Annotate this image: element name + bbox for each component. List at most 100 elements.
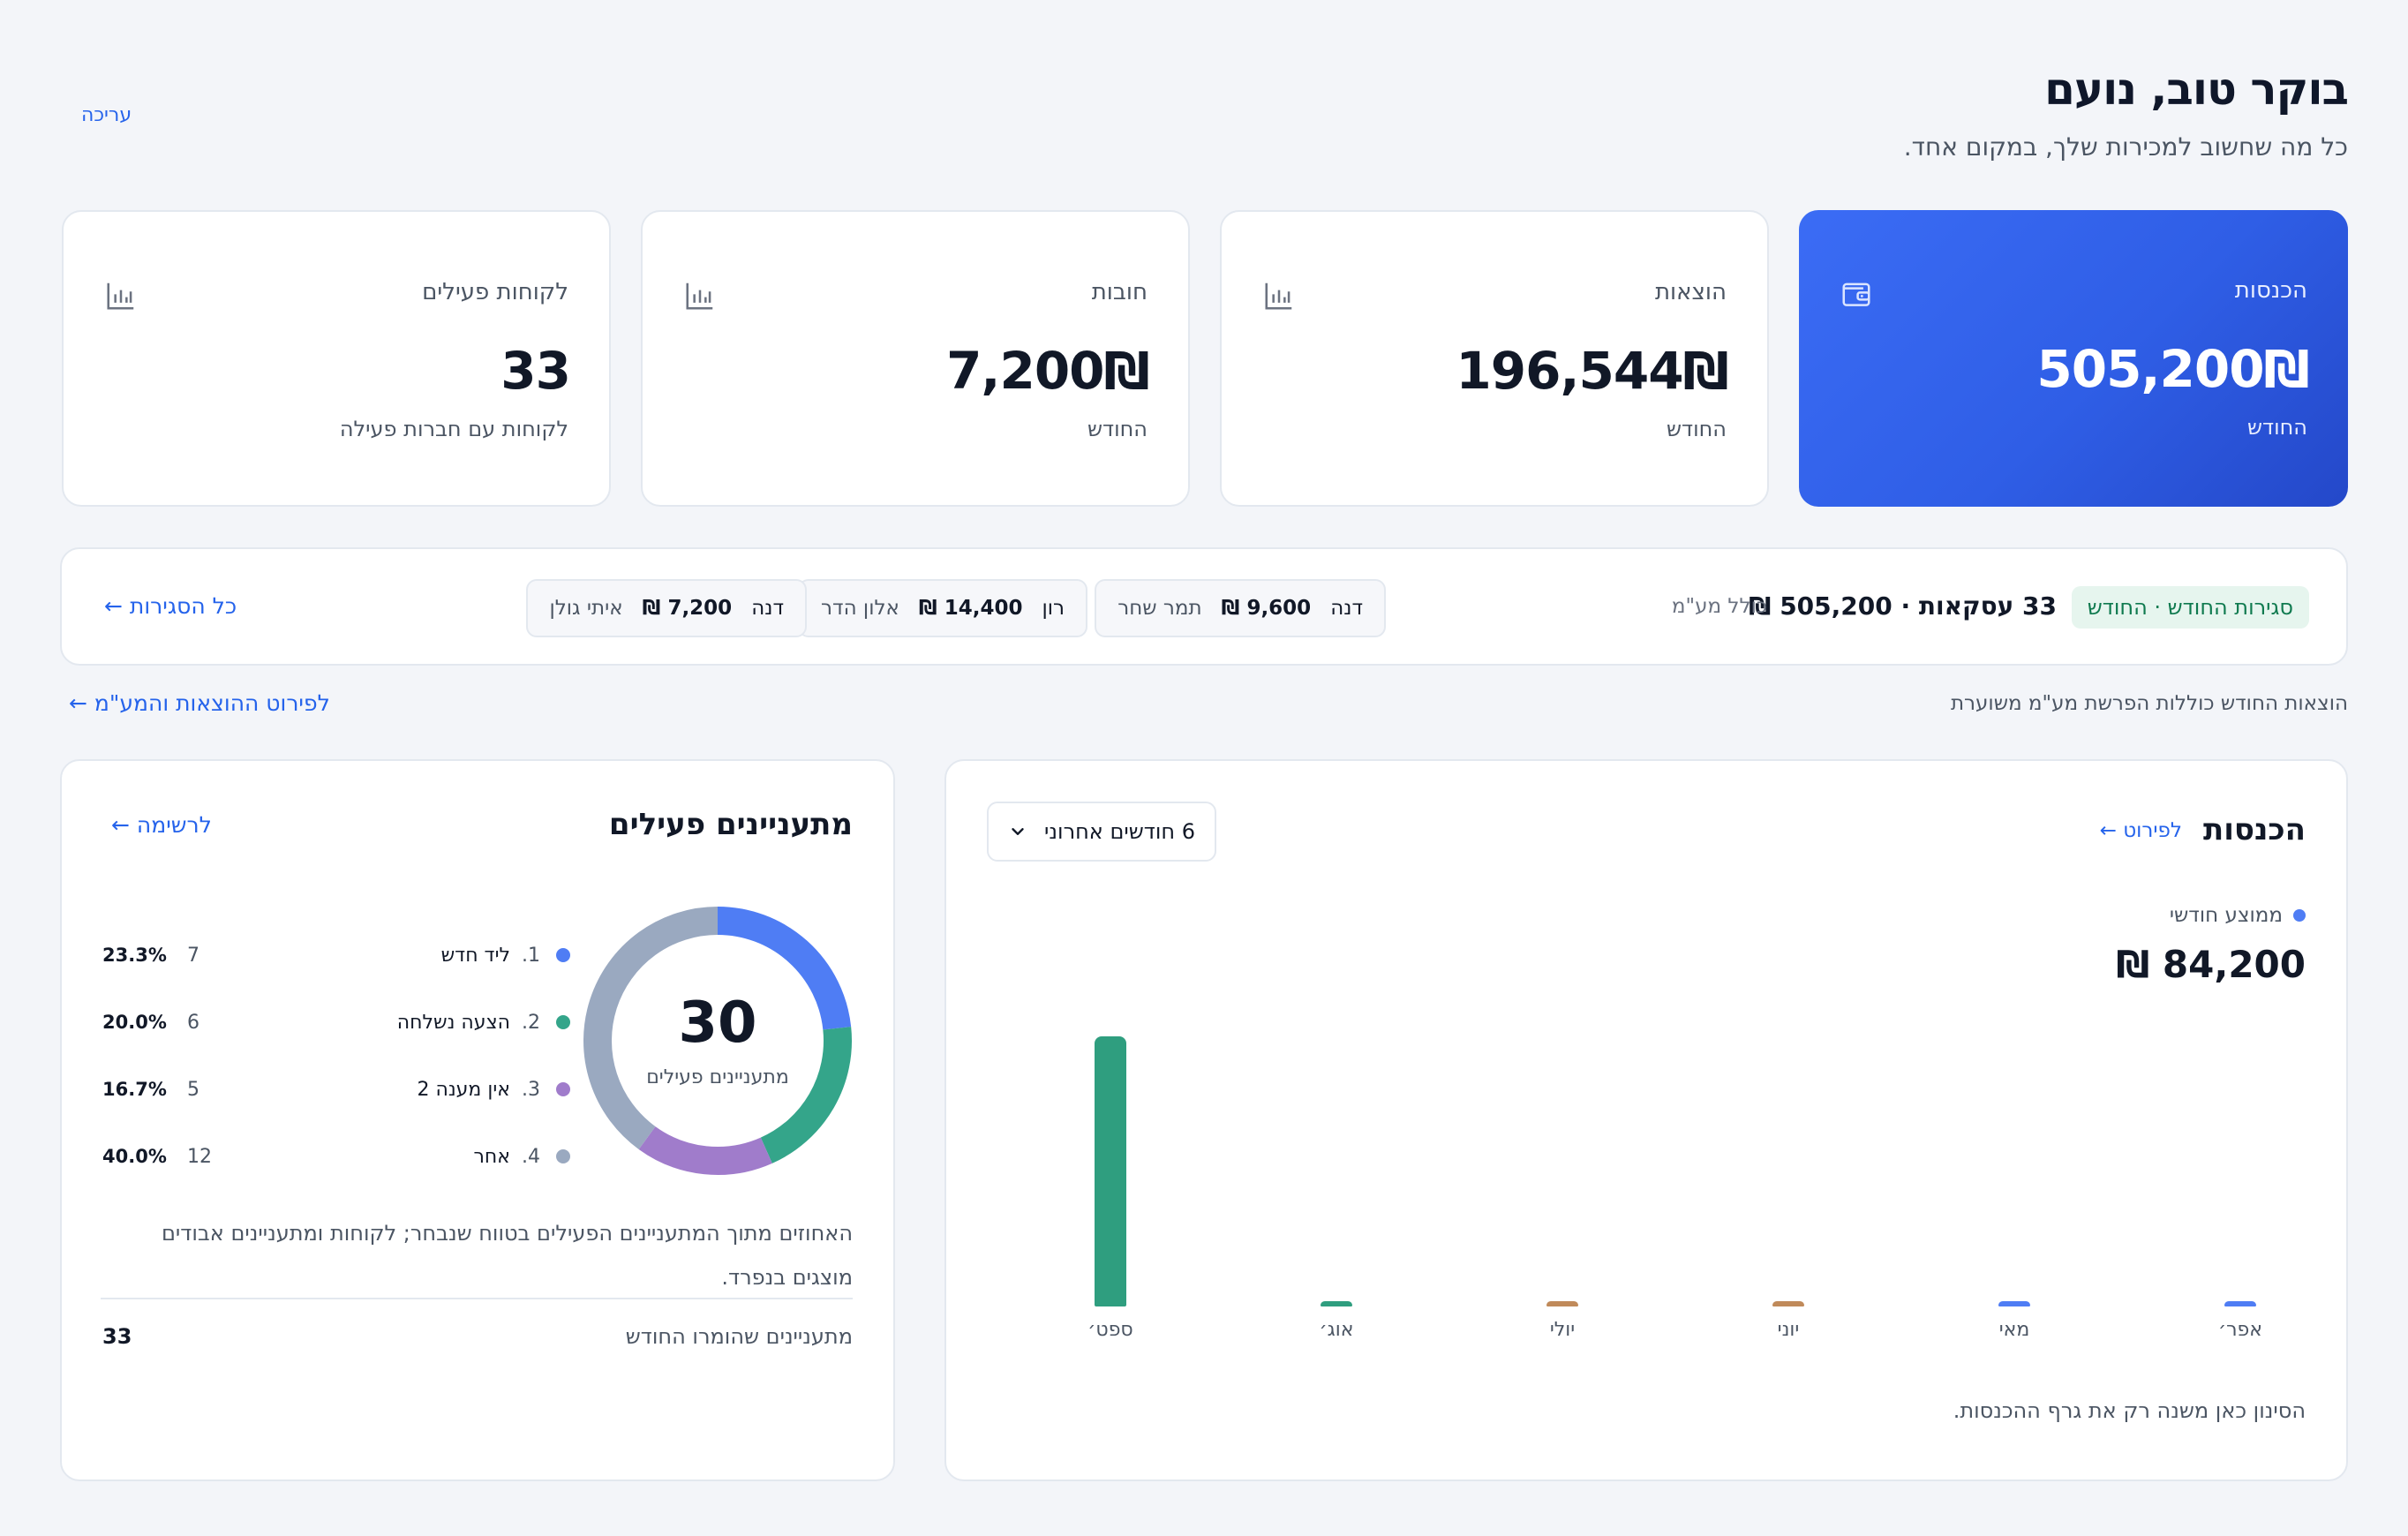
closing-chip[interactable]: דנה 7,200 ₪ איתי גולן (526, 579, 807, 637)
revenue-bar[interactable] (1095, 1036, 1126, 1306)
closings-badge: סגירות החודש · החודש (2071, 586, 2309, 629)
chip-client: תמר שחר (1117, 597, 1202, 620)
closings-vat-note: כולל מע"מ (1671, 595, 1767, 618)
donut-segment[interactable] (583, 907, 719, 1149)
legend-name: אין מענה 2 (417, 1078, 510, 1101)
bar-label: מאי (1998, 1319, 2030, 1341)
legend-index: 4. (522, 1145, 540, 1168)
chip-amount: 9,600 ₪ (1221, 597, 1312, 620)
chip-amount: 14,400 ₪ (918, 597, 1023, 620)
revenue-footnote: הסינון כאן משנה רק את גרף ההכנסות. (1953, 1398, 2306, 1423)
revenue-bar[interactable] (1772, 1301, 1804, 1306)
leads-list-link[interactable]: לרשימה ← (111, 812, 212, 838)
leads-description: האחוזים מתוך המתעניינים הפעילים בטווח שנ… (161, 1221, 853, 1290)
wallet-icon (1842, 282, 1870, 306)
legend-name: אחר (473, 1145, 511, 1168)
stat-label: חובות (1091, 279, 1148, 305)
donut-total: 30 (678, 990, 757, 1056)
revenue-bar[interactable] (2224, 1301, 2256, 1306)
bar-chart-icon (686, 282, 713, 310)
stat-card-revenue[interactable]: הכנסות 505,200₪ החודש (1799, 210, 2348, 507)
all-closings-link[interactable]: כל הסגירות ← (104, 593, 237, 619)
donut-segment[interactable] (717, 907, 852, 1030)
legend-dot (556, 1082, 570, 1096)
bar-chart-icon (1265, 282, 1292, 310)
revenue-bar[interactable] (1998, 1301, 2030, 1306)
legend-index: 1. (522, 944, 540, 967)
revenue-detail-link[interactable]: לפירוט ← (2099, 819, 2182, 842)
bar-label: יולי (1549, 1319, 1576, 1341)
range-select-value: 6 חודשים אחרוני (1044, 819, 1195, 844)
bar-label: ספט׳ (1087, 1319, 1133, 1341)
chip-agent: דנה (1330, 597, 1363, 620)
legend-name: הצעה נשלחה (396, 1011, 510, 1034)
divider (101, 1298, 853, 1299)
donut-segment[interactable] (760, 1027, 852, 1163)
legend-percent: 20.0% (102, 1012, 167, 1033)
converted-label: מתעניינים שהומרו החודש (625, 1324, 853, 1349)
page-title: בוקר טוב, נועם (2044, 64, 2349, 115)
avg-value: 84,200 ₪ (2116, 943, 2306, 986)
leads-donut-chart (583, 907, 852, 1175)
legend-percent: 16.7% (102, 1079, 167, 1100)
stat-value: 7,200₪ (946, 341, 1150, 401)
bar-label: אוג׳ (1319, 1319, 1354, 1341)
legend-percent: 23.3% (102, 945, 167, 966)
legend-index: 2. (522, 1011, 540, 1034)
leads-panel: מתעניינים פעילים לרשימה ← 30 מתעניינים פ… (60, 759, 895, 1481)
chip-client: איתי גולן (549, 597, 623, 620)
expense-note: הוצאות החודש כוללות הפרשת מע"מ משוערת (1950, 692, 2348, 715)
closing-chip[interactable]: דנה 9,600 ₪ תמר שחר (1095, 579, 1386, 637)
legend-dot (556, 1149, 570, 1163)
edit-link[interactable]: עריכה (81, 104, 132, 126)
avg-label: ממוצע חודשי (2170, 904, 2306, 927)
legend-dot (2293, 909, 2306, 922)
bar-chart-icon (107, 282, 134, 310)
stat-value: 196,544₪ (1456, 341, 1729, 401)
legend-count: 6 (187, 1011, 199, 1034)
stat-label: הכנסות (2234, 277, 2307, 304)
converted-value: 33 (102, 1324, 132, 1349)
chip-agent: רון (1042, 597, 1065, 620)
stat-label: הוצאות (1654, 279, 1727, 305)
legend-dot (556, 1015, 570, 1029)
stat-card-active-clients[interactable]: לקוחות פעילים 33 לקוחות עם חברות פעילה (62, 210, 611, 507)
chip-client: אלון הדר (821, 597, 899, 620)
donut-total-label: מתעניינים פעילים (646, 1066, 789, 1088)
stat-sub: החודש (1666, 417, 1727, 441)
legend-row[interactable]: 4. אחר 12 40.0% (102, 1139, 570, 1174)
chip-amount: 7,200 ₪ (642, 597, 733, 620)
legend-count: 5 (187, 1078, 199, 1101)
stat-value: 33 (500, 341, 571, 401)
revenue-title: הכנסות (2202, 812, 2306, 847)
legend-count: 12 (187, 1145, 212, 1168)
bar-label: אפר׳ (2217, 1319, 2262, 1341)
revenue-bar[interactable] (1321, 1301, 1352, 1306)
leads-title: מתעניינים פעילים (608, 807, 853, 842)
stat-card-expenses[interactable]: הוצאות 196,544₪ החודש (1220, 210, 1769, 507)
stat-sub: החודש (1087, 417, 1148, 441)
stat-label: לקוחות פעילים (422, 279, 568, 305)
stat-card-debts[interactable]: חובות 7,200₪ החודש (641, 210, 1190, 507)
range-select[interactable]: 6 חודשים אחרוני (987, 802, 1216, 862)
legend-count: 7 (187, 944, 199, 967)
legend-row[interactable]: 3. אין מענה 2 5 16.7% (102, 1072, 570, 1107)
legend-row[interactable]: 2. הצעה נשלחה 6 20.0% (102, 1005, 570, 1040)
expense-details-link[interactable]: לפירוט ההוצאות והמע"מ ← (69, 690, 330, 716)
legend-index: 3. (522, 1078, 540, 1101)
closing-chip[interactable]: רון 14,400 ₪ אלון הדר (798, 579, 1087, 637)
bar-label: יוני (1777, 1319, 1800, 1341)
closings-strip: סגירות החודש · החודש 33 עסקאות · 505,200… (60, 547, 2348, 666)
chevron-down-icon (1012, 828, 1024, 835)
legend-percent: 40.0% (102, 1146, 167, 1167)
revenue-bar[interactable] (1546, 1301, 1578, 1306)
revenue-panel: הכנסות לפירוט ← 6 חודשים אחרוני ממוצע חו… (944, 759, 2348, 1481)
avg-label-text: ממוצע חודשי (2169, 904, 2283, 927)
stat-value: 505,200₪ (2036, 339, 2310, 399)
donut-segment[interactable] (638, 1126, 772, 1175)
legend-row[interactable]: 1. ליד חדש 7 23.3% (102, 937, 570, 973)
legend-dot (556, 948, 570, 962)
legend-name: ליד חדש (440, 944, 510, 967)
chip-agent: דנה (751, 597, 784, 620)
stat-sub: החודש (2246, 415, 2307, 440)
